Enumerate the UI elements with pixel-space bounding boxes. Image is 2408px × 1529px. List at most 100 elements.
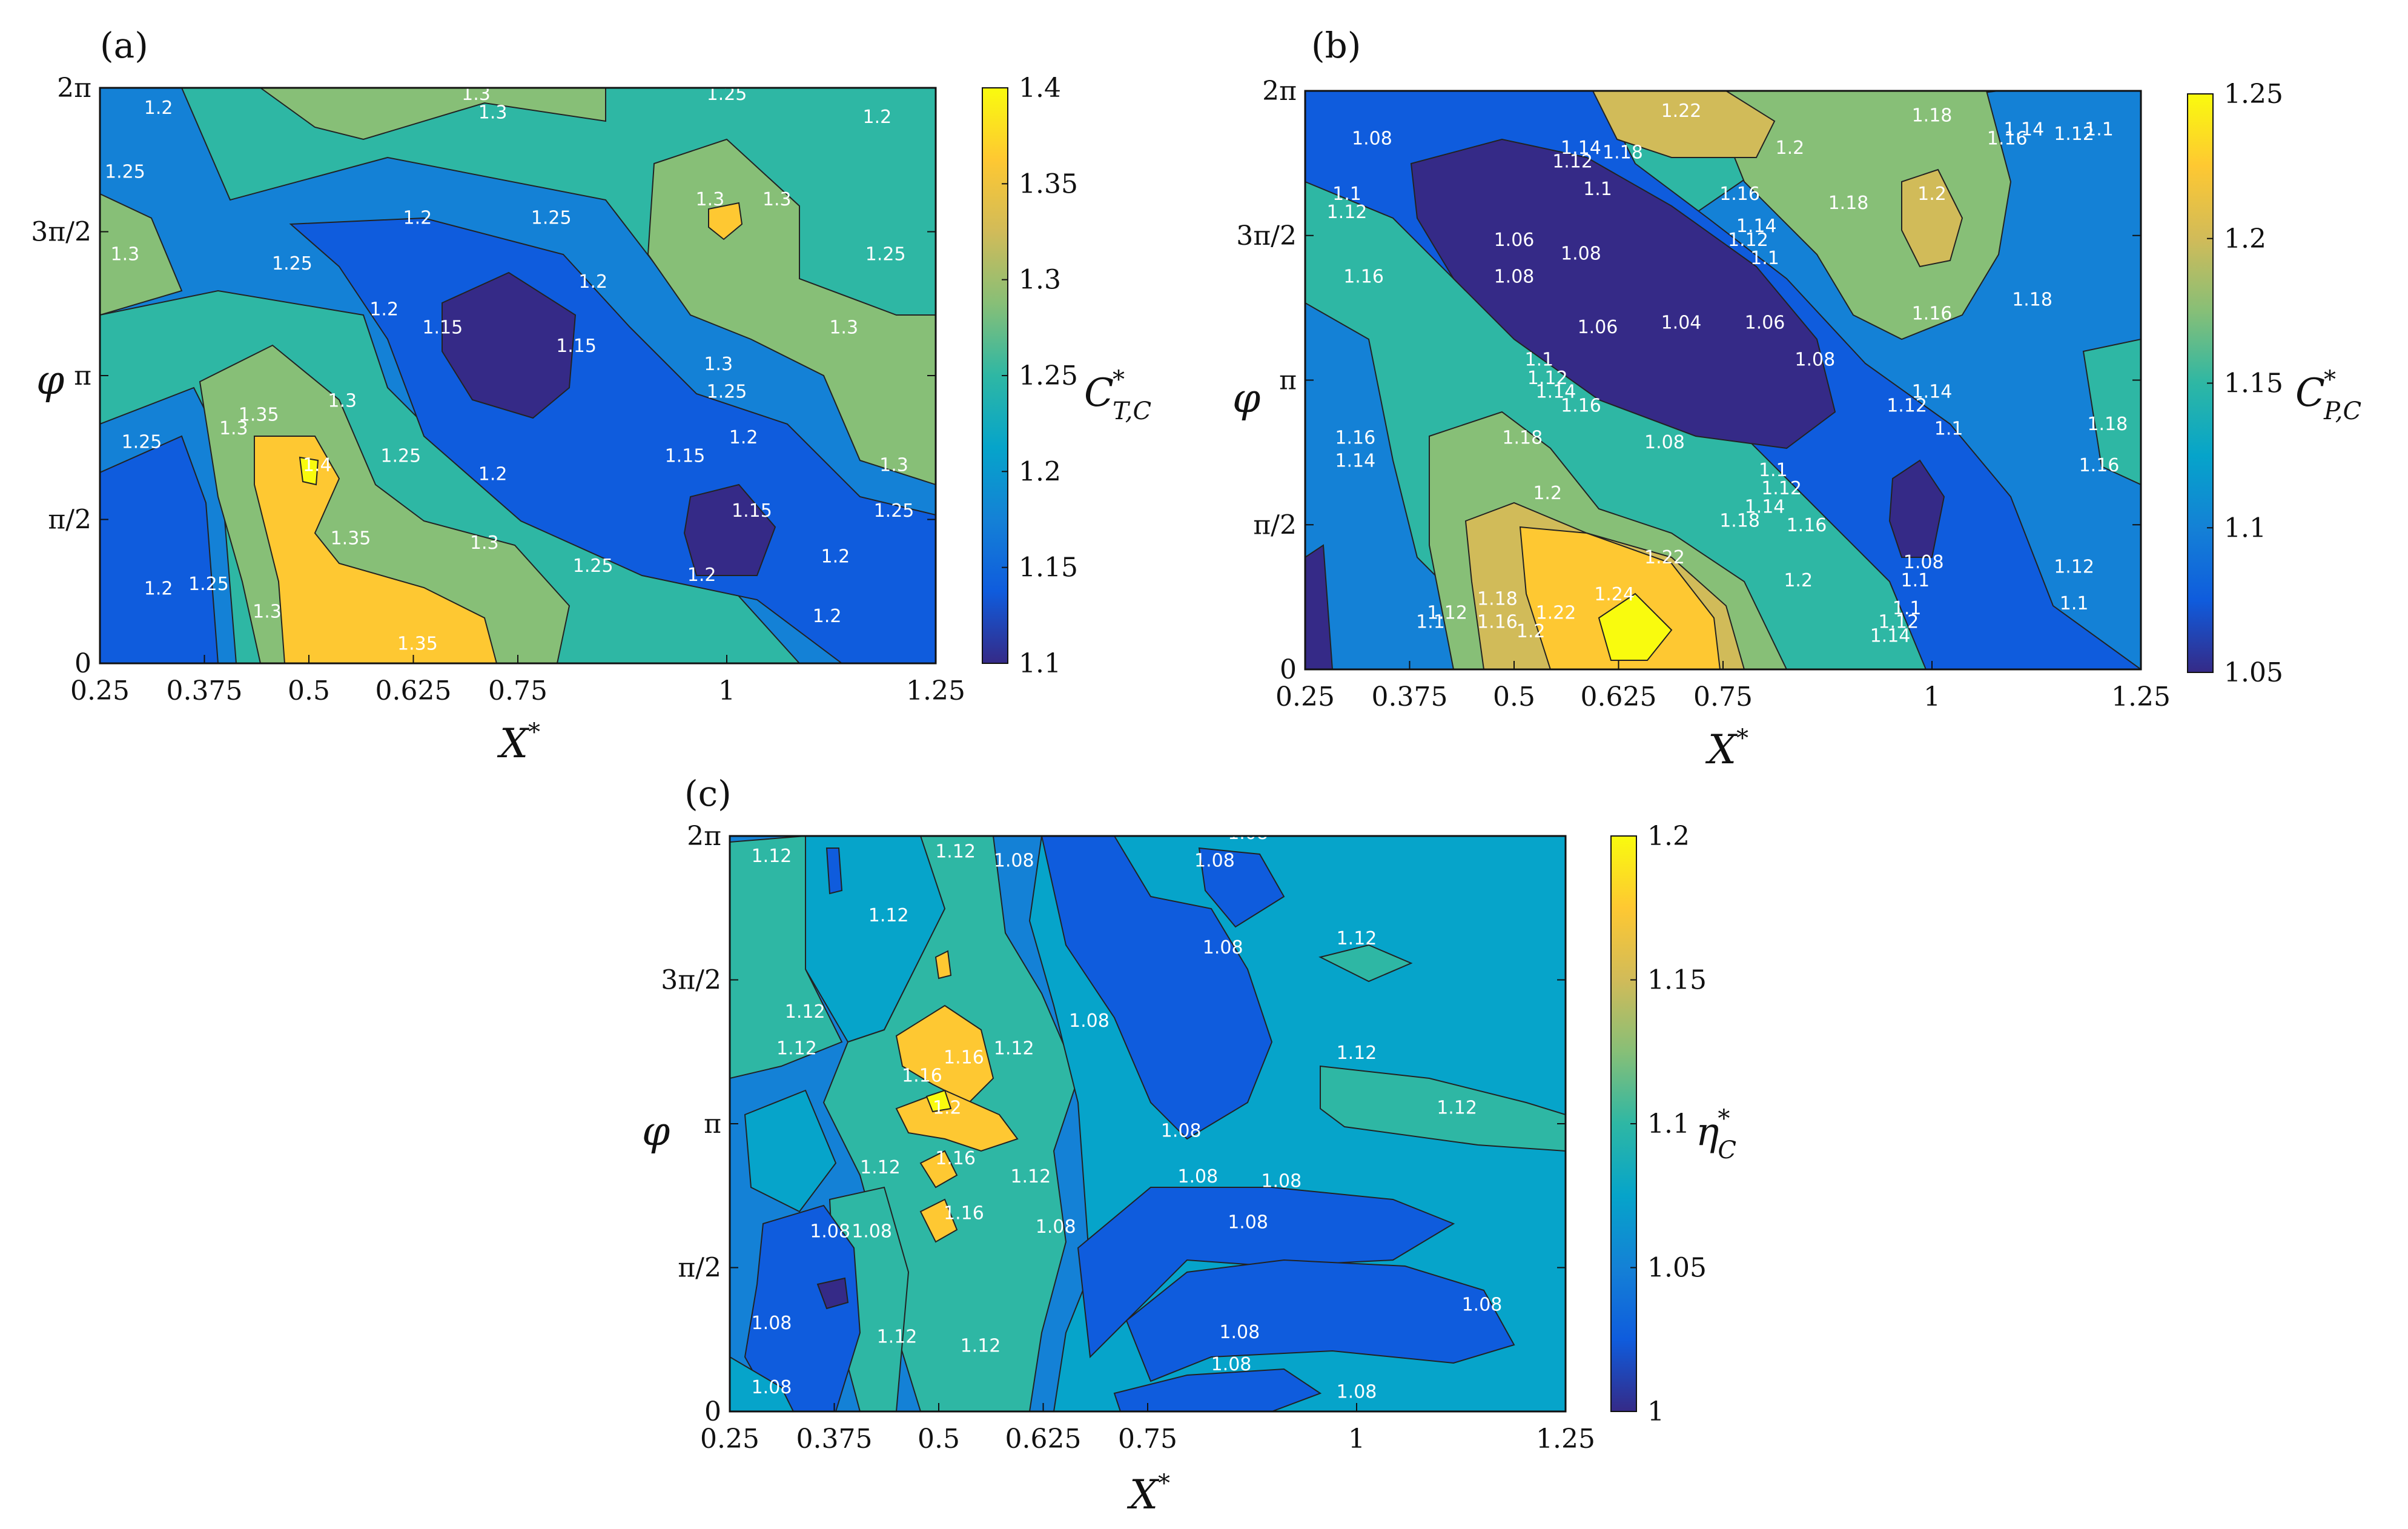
panel-b-y-ticks: 0 π/2 π 3π/2 2π [1236,76,2141,685]
contour-label: 1.18 [1912,105,1953,127]
contour-label: 1.08 [1794,349,1835,370]
panel-a-y-ticks: 0 π/2 π 3π/2 2π [31,73,936,679]
panel-a-colorbar-label: C* T,C [1084,366,1151,425]
x-tick-label: 0.5 [918,1424,960,1454]
contour-label: 1.18 [2012,290,2052,311]
panel-a-x-ticks: 0.25 0.375 0.5 0.625 0.75 1 1.25 [70,655,965,706]
contour-label: 1.14 [1870,625,1911,646]
panel-b-region-min-small [1888,459,1945,558]
panel-b-region-left-low [1305,544,1334,669]
contour-label: 1.12 [877,1327,918,1348]
panel-a-region-mid-lower [100,435,219,663]
contour-label: 1.06 [1578,317,1618,338]
contour-label: 1.2 [863,107,892,128]
contour-label: 1.16 [1477,612,1518,633]
panel-a-region-peak [254,436,498,663]
contour-label: 1.18 [1719,510,1760,531]
contour-label: 1.08 [1494,267,1535,288]
panel-b-region-right-edge [2082,338,2141,486]
contour-label: 1.12 [961,1336,1001,1357]
x-tick-label: 0.25 [1275,682,1335,712]
contour-label: 1.12 [2054,124,2094,145]
panel-c-region-right-trough-4 [1125,1259,1515,1382]
contour-label: 1.12 [1427,602,1467,623]
panel-b-colorbar-ticks: 1.05 1.1 1.15 1.2 1.25 [2207,79,2283,688]
contour-label: 1.16 [1335,428,1375,449]
panel-c-region-left-trough [744,1204,861,1411]
colorbar-tick-label: 1.2 [1019,456,1061,487]
panel-c-region-right-trough-3 [1077,1187,1455,1359]
panel-b-x-ticks: 0.25 0.375 0.5 0.625 0.75 1 1.25 [1275,661,2171,712]
contour-label: 1.08 [1261,1171,1302,1192]
contour-label: 1.1 [2085,119,2114,140]
x-tick-label: 0.25 [700,1424,759,1454]
contour-label: 1.08 [1036,1216,1076,1238]
contour-label: 1.16 [1912,303,1953,324]
contour-label: 1.1 [1893,598,1922,619]
panel-c-region-left-bottom [730,1356,795,1411]
panel-c-label: (c) [684,773,732,814]
panel-c-ylabel: φ [642,1108,670,1155]
contour-label: 1.25 [188,574,229,595]
contour-label: 1.08 [1194,850,1235,871]
contour-label: 1.12 [1527,368,1568,389]
contour-label: 1.2 [403,207,432,228]
contour-label: 1.2 [933,1098,962,1119]
contour-label: 1.06 [1745,313,1785,334]
panel-c-region-right-green-2 [1320,1065,1566,1152]
contour-label: 1.12 [1887,395,1927,416]
contour-label: 1.16 [944,1202,984,1224]
panel-b-region-right-green [1707,91,2012,340]
contour-label: 1.12 [752,846,792,867]
contour-label: 1.12 [1728,230,1768,251]
contour-label: 1.3 [253,601,282,622]
contour-label: 1.12 [1010,1166,1051,1187]
contour-label: 1.2 [1784,570,1813,591]
contour-label: 1.1 [1750,248,1779,269]
y-tick-label: 0 [704,1396,721,1427]
panel-a-colorbar-ticks: 1.1 1.15 1.2 1.25 1.3 1.35 1.4 [1002,73,1078,679]
contour-label: 1.08 [1228,1212,1268,1233]
panel-b-region-right-high [1592,91,1776,158]
contour-label: 1.14 [1912,382,1953,403]
panel-b-colorbar-label: C* P,C [2295,366,2361,425]
contour-label: 1.25 [531,207,572,228]
contour-label: 1.3 [328,391,357,412]
panel-c-region-right-trough-2 [1198,847,1285,928]
x-tick-label: 1.25 [1536,1424,1595,1454]
colorbar-tick-label: 1.25 [1019,360,1078,391]
contour-label: 1.18 [1828,193,1869,214]
panel-b-region-right-spot [1901,168,1963,268]
panel-c-region-max [925,1089,952,1113]
panel-b-region-peak [1519,526,1721,669]
contour-label: 1.14 [1745,497,1785,518]
panel-c-contour-labels: 1.121.121.12 1.08 1.081.081.121.081.121.12… [752,836,1503,1402]
contour-label: 1.12 [1761,478,1802,499]
panel-a-plot: 1.21.251.31.3 1.251.21.3 1.251.2 1.251.3 1.3… [100,88,936,663]
contour-label: 1.2 [1776,138,1805,159]
panel-b: (b) 1.221.21.181.161.14 1.121.11.08 1.141.… [1232,25,2361,773]
contour-label: 1.18 [2087,414,2128,435]
panel-b-label: (b) [1311,25,1361,66]
panel-c-colorbar-ticks: 1 1.05 1.1 1.15 1.2 [1630,821,1707,1427]
contour-label: 1.1 [1525,349,1554,370]
panel-b-region-max [1598,592,1673,661]
contour-label: 1.12 [868,905,909,926]
colorbar-tick-label: 1.15 [1019,552,1078,583]
panel-a-label: (a) [100,25,148,66]
contour-label: 1.08 [1352,128,1392,150]
panel-c-region-peak-top [934,950,952,980]
contour-label: 1.16 [1343,267,1384,288]
contour-label: 1.14 [1335,451,1375,472]
contour-label: 1.2 [144,579,173,600]
y-tick-label: 0 [74,648,91,679]
contour-label: 1.2 [1533,483,1562,504]
contour-label: 1.2 [478,464,508,485]
x-tick-label: 0.5 [288,675,330,706]
x-tick-label: 1 [718,675,735,706]
contour-label: 1.25 [380,445,421,466]
panel-c-xlabel: X* [1126,1470,1170,1518]
panel-c-region-right-trough-5 [1113,1368,1322,1411]
panel-a-region-min-1 [442,271,577,419]
